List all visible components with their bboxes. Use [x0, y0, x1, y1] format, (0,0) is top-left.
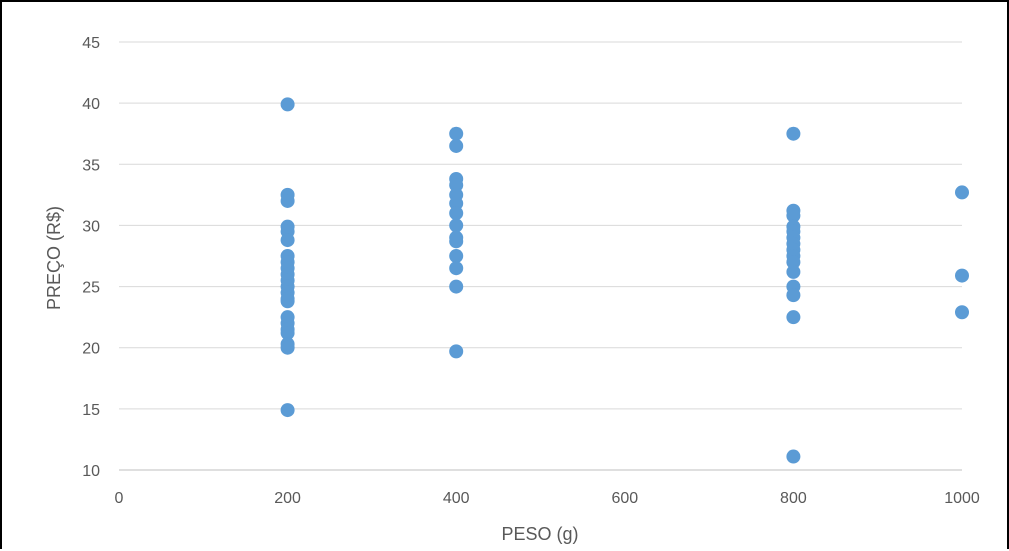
y-tick-label: 40	[82, 96, 100, 113]
data-point	[280, 97, 295, 112]
data-point	[449, 261, 464, 276]
data-point	[280, 233, 295, 248]
data-point	[449, 279, 464, 294]
x-tick-label: 800	[780, 490, 807, 507]
x-tick-label: 0	[115, 490, 124, 507]
data-point	[955, 305, 969, 320]
data-point	[449, 126, 464, 141]
y-tick-label: 45	[82, 35, 100, 52]
data-point	[449, 138, 464, 153]
data-point	[280, 294, 295, 309]
data-point	[449, 206, 464, 221]
x-axis-ticks: 0 200 400 600 800 1000	[115, 490, 980, 507]
data-point	[280, 326, 295, 341]
y-tick-label: 15	[82, 402, 100, 419]
y-tick-label: 10	[82, 463, 100, 480]
x-tick-label: 1000	[944, 490, 980, 507]
data-point	[449, 196, 464, 211]
data-point	[280, 340, 295, 355]
x-axis-title: PESO (g)	[501, 524, 578, 544]
data-point	[786, 126, 801, 141]
data-point	[786, 310, 801, 325]
data-point	[955, 185, 969, 200]
data-point	[280, 193, 295, 208]
x-tick-label: 400	[443, 490, 470, 507]
data-point	[786, 449, 801, 464]
x-tick-label: 600	[611, 490, 638, 507]
data-point	[280, 403, 295, 418]
data-point	[786, 255, 801, 270]
data-point	[955, 268, 969, 283]
y-axis-ticks: 10 15 20 25 30 35 40 45	[82, 35, 100, 480]
x-tick-label: 200	[274, 490, 301, 507]
data-points	[280, 97, 969, 464]
data-point	[449, 218, 464, 233]
y-axis-title: PREÇO (R$)	[44, 206, 64, 310]
data-point	[449, 344, 464, 359]
y-tick-label: 30	[82, 218, 100, 235]
data-point	[449, 234, 464, 249]
data-point	[786, 288, 801, 303]
y-tick-label: 20	[82, 341, 100, 358]
data-point	[786, 208, 801, 223]
data-point	[449, 178, 464, 193]
data-point	[786, 264, 801, 279]
y-tick-label: 25	[82, 280, 100, 297]
gridlines	[119, 41, 962, 471]
y-tick-label: 35	[82, 157, 100, 174]
data-point	[449, 249, 464, 263]
